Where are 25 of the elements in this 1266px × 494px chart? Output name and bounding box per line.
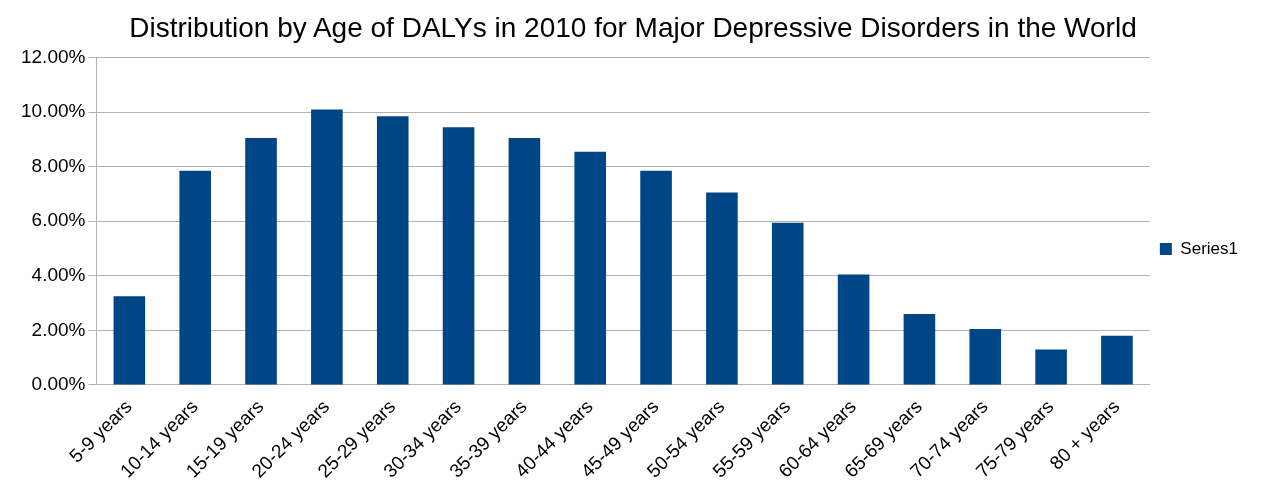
bar [311,109,343,385]
bar [113,296,146,385]
y-tick-label: 0.00% [31,373,86,395]
bar [1035,349,1067,385]
bar [1101,335,1133,385]
y-tick-label: 10.00% [20,100,86,122]
bar [640,170,672,385]
y-tick-label: 12.00% [20,45,86,67]
bar [442,127,475,385]
legend-label: Series1 [1180,238,1238,258]
bar [574,151,607,385]
bar [771,222,804,385]
bar [837,274,870,385]
bar [376,116,409,385]
y-tick-label: 8.00% [31,154,86,176]
y-tick-label: 2.00% [31,318,86,340]
bar [245,138,277,385]
y-tick-label: 6.00% [31,209,86,231]
bar [179,170,211,385]
bar [969,329,1002,385]
y-tick-label: 4.00% [31,264,86,286]
bar [903,314,936,385]
chart-title: Distribution by Age of DALYs in 2010 for Major Depressive Disorders in the World [129,11,1137,43]
bar [508,138,541,385]
bar [706,192,738,385]
